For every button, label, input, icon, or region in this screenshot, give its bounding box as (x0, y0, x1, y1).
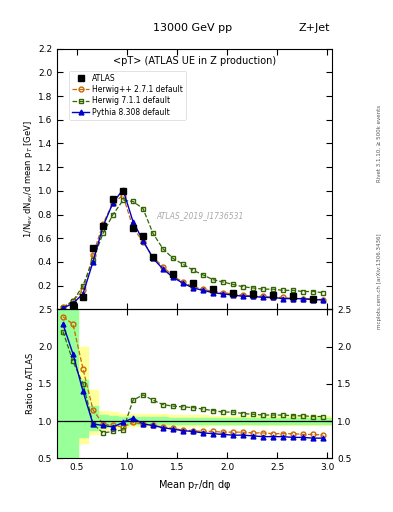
Text: <pT> (ATLAS UE in Z production): <pT> (ATLAS UE in Z production) (113, 56, 276, 67)
Text: 13000 GeV pp: 13000 GeV pp (153, 23, 232, 33)
X-axis label: Mean p$_{T}$/dη dφ: Mean p$_{T}$/dη dφ (158, 478, 231, 492)
Text: ATLAS_2019_I1736531: ATLAS_2019_I1736531 (156, 211, 244, 220)
Legend: ATLAS, Herwig++ 2.7.1 default, Herwig 7.1.1 default, Pythia 8.308 default: ATLAS, Herwig++ 2.7.1 default, Herwig 7.… (69, 71, 186, 120)
Y-axis label: Ratio to ATLAS: Ratio to ATLAS (26, 353, 35, 414)
Text: mcplots.cern.ch [arXiv:1306.3436]: mcplots.cern.ch [arXiv:1306.3436] (377, 234, 382, 329)
Text: Z+Jet: Z+Jet (299, 23, 330, 33)
Y-axis label: 1/N$_{ev}$ dN$_{ev}$/d mean p$_{T}$ [GeV]: 1/N$_{ev}$ dN$_{ev}$/d mean p$_{T}$ [GeV… (22, 120, 35, 238)
Text: Rivet 3.1.10, ≥ 500k events: Rivet 3.1.10, ≥ 500k events (377, 105, 382, 182)
